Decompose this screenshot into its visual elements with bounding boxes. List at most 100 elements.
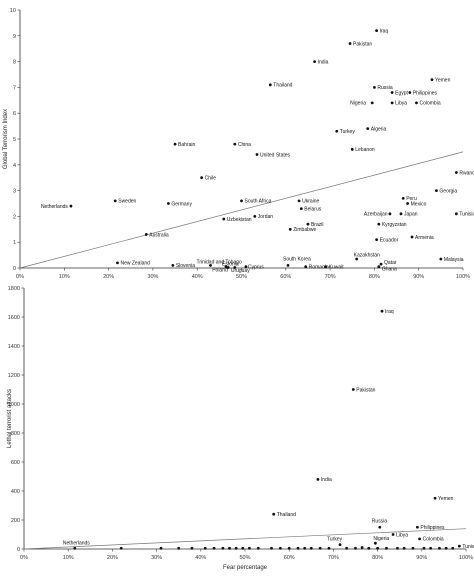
data-point — [411, 546, 415, 550]
data-point-label: Lebanon — [355, 147, 375, 153]
data-point — [268, 83, 272, 87]
y-tick-label: 200 — [11, 518, 20, 524]
data-point-label: Georgia — [439, 188, 457, 194]
data-point — [379, 262, 383, 266]
data-point — [373, 541, 377, 545]
data-point — [435, 189, 438, 193]
data-point — [373, 86, 376, 89]
y-axis-title: Global Terrorism Index — [3, 109, 9, 169]
data-point-label: Peru — [406, 196, 417, 202]
data-point-label: Poland — [212, 267, 228, 273]
data-point-label: Japan — [404, 212, 418, 218]
data-point — [73, 546, 77, 550]
data-point — [234, 546, 238, 550]
data-point — [388, 212, 392, 216]
data-point-label: Ukraine — [302, 199, 319, 205]
x-tick-label: 60% — [284, 555, 295, 561]
data-point — [222, 217, 226, 221]
data-point-label: Philippines — [413, 90, 438, 96]
data-point — [391, 533, 395, 536]
data-point — [286, 264, 290, 267]
data-point — [451, 546, 455, 550]
data-point — [116, 261, 119, 265]
data-point — [299, 207, 303, 211]
data-point-label: Chile — [205, 176, 217, 182]
data-point — [228, 546, 231, 550]
data-point-label: Russia — [372, 518, 388, 524]
y-tick-label: 400 — [11, 489, 20, 495]
data-point-label: Uzbekistan — [227, 217, 252, 223]
data-point-label: Tunisia — [462, 544, 474, 550]
data-point — [429, 546, 433, 550]
data-point — [355, 257, 359, 261]
data-point-label: Kyrgyzstan — [382, 222, 407, 228]
data-point-label: India — [318, 59, 329, 65]
trend-line — [19, 151, 464, 269]
data-point — [399, 212, 403, 216]
data-point — [318, 546, 322, 550]
data-point-label: Philippines — [420, 525, 445, 531]
data-point-label: Germany — [171, 201, 192, 207]
data-point — [406, 202, 410, 205]
data-point — [209, 264, 212, 267]
x-tick-label: 40% — [192, 274, 203, 280]
data-point — [401, 196, 405, 200]
y-tick-label: 8 — [13, 60, 16, 66]
data-point — [270, 546, 273, 550]
data-point — [415, 525, 419, 529]
data-point — [338, 543, 342, 547]
data-point-label: Thailand — [277, 512, 296, 518]
data-point — [402, 546, 406, 550]
data-point — [430, 78, 434, 82]
y-tick-label: 0 — [13, 266, 16, 272]
x-tick-label: 100% — [456, 274, 470, 280]
data-point-label: Trinidad and Tobago — [196, 259, 242, 265]
x-tick-label: 80% — [372, 555, 383, 561]
data-point — [203, 546, 207, 550]
y-tick-label: 0 — [17, 547, 20, 553]
data-point-label: Libya — [396, 532, 408, 538]
y-tick-label: 800 — [11, 431, 20, 437]
data-point — [253, 215, 257, 218]
data-point — [327, 546, 331, 550]
x-tick-label: 10% — [63, 555, 74, 561]
y-tick-label: 1600 — [8, 315, 20, 321]
data-point — [296, 546, 300, 550]
y-tick-label: 7 — [13, 85, 16, 91]
data-point-label: Russia — [377, 85, 393, 91]
data-point-label: Egypt — [395, 90, 408, 96]
data-point-label: New Zealand — [120, 261, 150, 267]
data-point — [316, 478, 320, 481]
trend-line — [23, 528, 467, 550]
data-point — [256, 546, 260, 550]
data-point — [376, 546, 379, 550]
y-tick-label: 1400 — [8, 344, 20, 350]
data-point — [233, 142, 237, 146]
x-tick-label: 70% — [328, 555, 339, 561]
data-point — [288, 227, 292, 231]
data-point — [248, 546, 251, 550]
data-point — [304, 265, 308, 269]
data-point-label: Pakistan — [356, 387, 375, 393]
y-tick-label: 3 — [13, 189, 16, 195]
data-point-label: Iraq — [385, 309, 394, 315]
x-tick-label: 90% — [413, 274, 424, 280]
data-point-label: Cyprus — [248, 265, 264, 271]
y-tick-label: 1800 — [8, 286, 20, 292]
data-point — [226, 266, 230, 269]
data-point-label: Kuwait — [329, 265, 345, 271]
y-tick-label: 1000 — [8, 402, 20, 408]
data-point — [345, 546, 349, 550]
data-point-label: Zimbabwe — [293, 227, 316, 233]
data-point-label: Colombia — [419, 101, 440, 107]
data-point-label: Nigeria — [373, 536, 389, 542]
data-point — [177, 546, 181, 550]
data-point-label: Turkey — [327, 537, 343, 543]
x-tick-label: 20% — [103, 274, 114, 280]
x-tick-label: 30% — [147, 274, 158, 280]
data-point-label: Brazil — [311, 222, 324, 228]
data-point-label: Rwanda — [459, 170, 474, 176]
data-point-label: Iraq — [380, 28, 389, 34]
data-point-label: India — [321, 477, 332, 483]
data-point — [408, 91, 412, 94]
